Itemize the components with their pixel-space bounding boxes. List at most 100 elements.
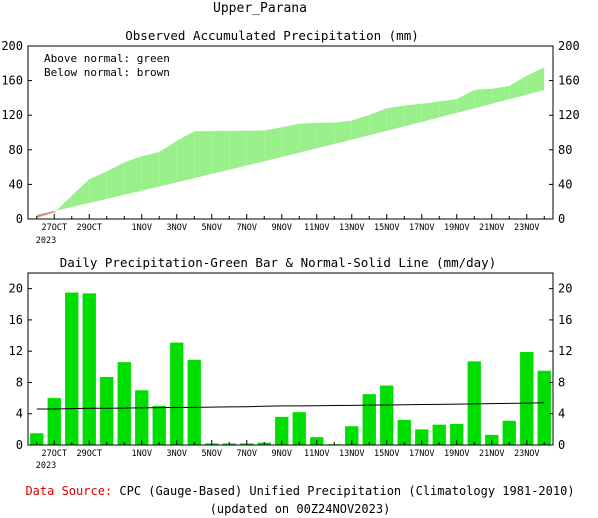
- accumulated-ylabel-right: 120: [558, 108, 580, 122]
- accumulated-x-year: 2023: [36, 236, 56, 246]
- daily-xlabel: 11NOV: [304, 449, 330, 459]
- daily-x-year: 2023: [36, 461, 56, 471]
- accumulated-xlabel: 19NOV: [444, 223, 470, 233]
- daily-ylabel-right: 12: [558, 344, 572, 358]
- accumulated-chart: Observed Accumulated Precipitation (mm) …: [1, 28, 579, 246]
- daily-ylabel-left: 0: [16, 438, 23, 452]
- daily-bar: [380, 385, 394, 445]
- above-normal-area: [89, 171, 107, 203]
- updated-timestamp: (updated on 00Z24NOV2023): [210, 502, 391, 516]
- daily-xlabel: 15NOV: [374, 449, 400, 459]
- accumulated-xlabel: 17NOV: [409, 223, 435, 233]
- daily-chart-title: Daily Precipitation-Green Bar & Normal-S…: [60, 255, 497, 270]
- daily-xlabel: 9NOV: [272, 449, 292, 459]
- above-normal-area: [194, 131, 212, 179]
- daily-bar: [520, 351, 534, 445]
- daily-bar: [467, 361, 481, 445]
- page-title: Upper_Parana: [213, 1, 307, 16]
- daily-xlabel: 29OCT: [76, 449, 102, 459]
- above-normal-area: [421, 101, 440, 122]
- above-normal-area: [456, 89, 475, 113]
- daily-xlabel: 1NOV: [132, 449, 152, 459]
- daily-xlabel: 5NOV: [202, 449, 222, 459]
- above-normal-area: [474, 88, 492, 109]
- daily-bar: [170, 342, 184, 445]
- daily-bar: [82, 293, 96, 445]
- above-normal-area: [509, 75, 527, 100]
- daily-bar: [292, 412, 306, 445]
- accumulated-xlabel: 23NOV: [514, 223, 540, 233]
- daily-xlabel: 17NOV: [409, 449, 435, 459]
- daily-ylabel-right: 0: [558, 438, 565, 452]
- daily-bar: [537, 370, 551, 445]
- daily-bar: [152, 405, 166, 445]
- daily-bar: [65, 292, 79, 445]
- daily-xlabel: 19NOV: [444, 449, 470, 459]
- accumulated-xlabel: 1NOV: [132, 223, 152, 233]
- above-normal-area: [369, 108, 387, 136]
- accumulated-xlabel: 9NOV: [272, 223, 292, 233]
- daily-bar: [117, 362, 131, 445]
- above-normal-area: [299, 122, 317, 153]
- accumulated-ylabel-left: 200: [1, 39, 23, 53]
- daily-xlabel: 27OCT: [41, 449, 67, 459]
- data-source-text: CPC (Gauge-Based) Unified Precipitation …: [119, 484, 574, 498]
- data-source-label: Data Source:: [25, 484, 112, 498]
- above-normal-area: [264, 127, 282, 162]
- above-normal-area: [439, 99, 457, 118]
- daily-ylabel-right: 4: [558, 407, 565, 421]
- daily-bar: [397, 419, 411, 445]
- above-normal-area: [71, 179, 90, 207]
- accumulated-ylabel-right: 40: [558, 177, 572, 191]
- above-normal-area: [124, 156, 142, 195]
- accumulated-xlabel: 21NOV: [479, 223, 505, 233]
- daily-ylabel-left: 4: [16, 407, 23, 421]
- below-normal-area: [36, 211, 55, 218]
- above-normal-area: [211, 130, 230, 174]
- above-normal-area: [176, 131, 195, 183]
- daily-frame: [27, 272, 554, 446]
- daily-plot-area: 0 0 4 4 8 8 12 12 16 16 20 20 27OCT 29OCT 1NOV 3NOV 5NOV…: [9, 272, 572, 459]
- above-normal-area: [281, 123, 300, 157]
- accumulated-xlabel: 27OCT: [41, 223, 67, 233]
- above-normal-area: [491, 85, 510, 104]
- above-normal-area: [159, 140, 177, 187]
- accumulated-xlabel: 11NOV: [304, 223, 330, 233]
- data-source-line: Data Source: CPC (Gauge-Based) Unified P…: [25, 484, 574, 498]
- accumulated-plot-area: 0 0 40 40 80 80 120 120 160 160 200 200 27OCT 29OCT 1N…: [1, 39, 579, 233]
- footer: Data Source: CPC (Gauge-Based) Unified P…: [25, 484, 574, 516]
- above-normal-area: [106, 162, 125, 199]
- accumulated-ylabel-left: 40: [9, 177, 23, 191]
- daily-bar: [345, 426, 359, 445]
- daily-xlabel: 7NOV: [237, 449, 257, 459]
- daily-ylabel-right: 8: [558, 375, 565, 389]
- accumulated-ylabel-left: 160: [1, 74, 23, 88]
- daily-chart: Daily Precipitation-Green Bar & Normal-S…: [9, 255, 573, 471]
- accumulated-ylabel-left: 0: [16, 212, 23, 226]
- daily-bar: [100, 376, 114, 445]
- accumulated-xlabel: 5NOV: [202, 223, 222, 233]
- accumulated-xlabel: 29OCT: [76, 223, 102, 233]
- daily-ylabel-left: 12: [9, 344, 23, 358]
- daily-bar: [187, 359, 201, 445]
- daily-ylabel-left: 8: [16, 375, 23, 389]
- above-normal-area: [351, 114, 370, 140]
- daily-ylabel-right: 20: [558, 282, 572, 296]
- accumulated-ylabel-right: 80: [558, 143, 572, 157]
- accumulated-xlabel: 7NOV: [237, 223, 257, 233]
- accumulated-chart-title: Observed Accumulated Precipitation (mm): [125, 28, 419, 43]
- above-normal-area: [526, 67, 545, 95]
- accumulated-ylabel-right: 0: [558, 212, 565, 226]
- daily-ylabel-right: 16: [558, 313, 572, 327]
- above-normal-area: [141, 151, 160, 191]
- above-normal-area: [316, 122, 335, 149]
- daily-ylabel-left: 16: [9, 313, 23, 327]
- above-normal-area: [56, 195, 72, 211]
- accumulated-frame: [27, 45, 554, 220]
- daily-bar: [362, 394, 376, 445]
- accumulated-ylabel-left: 80: [9, 143, 23, 157]
- accumulated-ylabel-right: 200: [558, 39, 580, 53]
- daily-bar: [502, 420, 516, 445]
- accumulated-ylabel-right: 160: [558, 74, 580, 88]
